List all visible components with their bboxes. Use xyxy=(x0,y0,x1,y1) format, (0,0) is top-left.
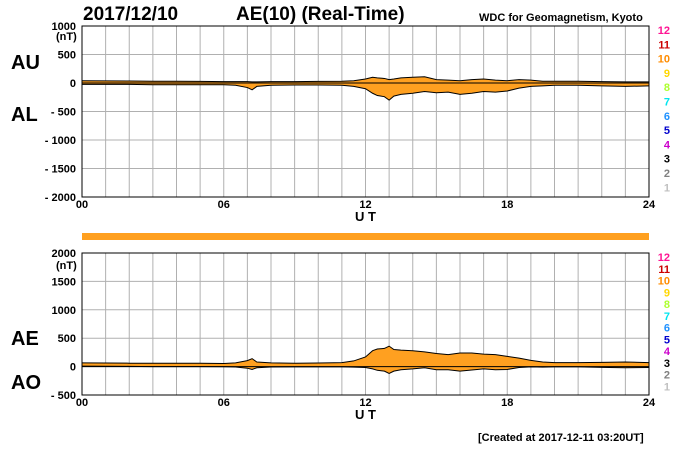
top-legend-item: 1 xyxy=(664,182,670,194)
top-x-tick-label: 00 xyxy=(76,199,88,211)
ao-label: AO xyxy=(11,372,41,394)
bottom-y-tick-label: 0 xyxy=(70,362,76,374)
top-y-tick-label: - 2000 xyxy=(45,192,76,204)
bottom-x-tick-label: 24 xyxy=(643,397,656,409)
chart-date: 2017/12/10 xyxy=(83,4,179,25)
top-legend-item: 3 xyxy=(664,154,670,166)
top-legend-item: 10 xyxy=(658,54,670,66)
top-legend-item: 8 xyxy=(664,82,670,94)
top-legend-item: 5 xyxy=(664,125,670,137)
bottom-series-0-line xyxy=(81,345,650,364)
au-label: AU xyxy=(11,52,40,74)
al-label: AL xyxy=(11,104,38,126)
top-legend-item: 6 xyxy=(664,111,670,123)
bottom-y-tick-label: 500 xyxy=(58,333,76,345)
top-legend-item: 9 xyxy=(664,68,670,80)
separator-bar xyxy=(82,233,649,240)
top-unit-label: (nT) xyxy=(56,31,77,43)
bottom-legend-item: 12 xyxy=(658,252,670,264)
top-series-0-line xyxy=(81,76,649,83)
top-y-tick-label: - 1000 xyxy=(45,135,76,147)
bottom-legend-item: 3 xyxy=(664,358,670,370)
bottom-frame xyxy=(81,252,650,396)
top-legend-item: 4 xyxy=(664,139,671,151)
top-y-tick-label: - 500 xyxy=(51,107,76,119)
chart-title: AE(10) (Real-Time) xyxy=(236,4,405,25)
bottom-legend-item: 5 xyxy=(664,334,670,346)
bottom-legend-item: 10 xyxy=(658,276,670,288)
bottom-y-tick-label: 1500 xyxy=(52,276,76,288)
data-source: WDC for Geomagnetism, Kyoto xyxy=(479,12,643,24)
top-y-tick-label: 1000 xyxy=(52,21,76,33)
top-y-tick-label: 0 xyxy=(70,78,76,90)
bottom-legend-item: 11 xyxy=(658,264,670,276)
top-legend-item: 11 xyxy=(658,39,670,51)
bottom-y-tick-label: 1000 xyxy=(52,305,76,317)
bottom-x-tick-label: 18 xyxy=(501,397,513,409)
created-timestamp: [Created at 2017-12-11 03:20UT] xyxy=(478,432,644,444)
top-x-tick-label: 18 xyxy=(501,199,513,211)
top-x-axis-label: U T xyxy=(355,209,376,224)
top-series-1-line xyxy=(82,83,650,101)
bottom-legend-item: 6 xyxy=(664,323,670,335)
bottom-x-tick-label: 00 xyxy=(76,397,88,409)
bottom-legend-item: 1 xyxy=(664,381,670,393)
top-legend-item: 2 xyxy=(664,168,670,180)
top-legend-item: 12 xyxy=(658,25,670,37)
top-y-tick-label: - 1500 xyxy=(45,164,76,176)
top-y-tick-label: 500 xyxy=(58,50,76,62)
top-frame xyxy=(81,25,650,198)
bottom-legend-item: 8 xyxy=(664,299,670,311)
ae-label: AE xyxy=(11,328,39,350)
top-x-tick-label: 24 xyxy=(643,199,656,211)
top-legend-item: 7 xyxy=(664,96,670,108)
top-x-tick-label: 12 xyxy=(359,199,371,211)
bottom-y-tick-label: 2000 xyxy=(52,248,76,260)
top-x-tick-label: 06 xyxy=(218,199,230,211)
bottom-x-axis-label: U T xyxy=(355,407,376,422)
bottom-y-tick-label: - 500 xyxy=(51,390,76,402)
bottom-legend-item: 9 xyxy=(664,287,670,299)
bottom-unit-label: (nT) xyxy=(56,260,77,272)
bottom-legend-item: 2 xyxy=(664,370,670,382)
bottom-legend-item: 4 xyxy=(664,346,671,358)
bottom-x-tick-label: 12 xyxy=(359,397,371,409)
bottom-x-tick-label: 06 xyxy=(218,397,230,409)
bottom-legend-item: 7 xyxy=(664,311,670,323)
